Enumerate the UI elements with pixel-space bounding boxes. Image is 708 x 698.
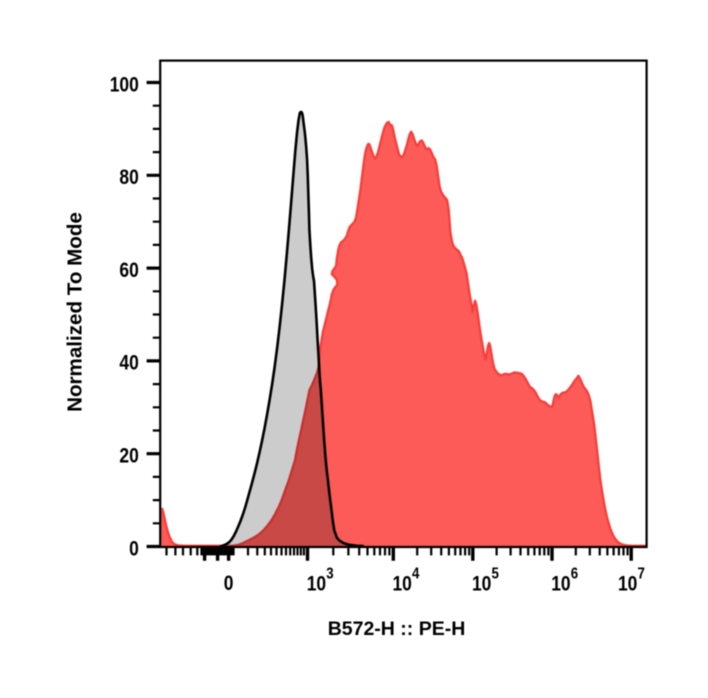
svg-text:5: 5 [492,565,499,582]
svg-text:10: 10 [307,573,326,596]
svg-text:60: 60 [119,259,138,282]
svg-text:7: 7 [638,565,645,582]
svg-text:10: 10 [472,573,491,596]
svg-text:Normalized To Mode: Normalized To Mode [64,212,87,412]
svg-text:4: 4 [412,565,420,582]
svg-text:0: 0 [129,538,139,561]
svg-text:20: 20 [119,445,138,468]
svg-text:10: 10 [393,573,412,596]
svg-text:80: 80 [119,167,138,190]
svg-text:3: 3 [326,565,333,582]
svg-text:10: 10 [618,573,637,596]
svg-text:10: 10 [551,573,570,596]
svg-text:100: 100 [110,74,139,97]
svg-text:40: 40 [119,352,138,375]
svg-text:0: 0 [224,573,234,596]
svg-text:6: 6 [571,565,578,582]
svg-text:B572-H :: PE-H: B572-H :: PE-H [328,618,466,640]
